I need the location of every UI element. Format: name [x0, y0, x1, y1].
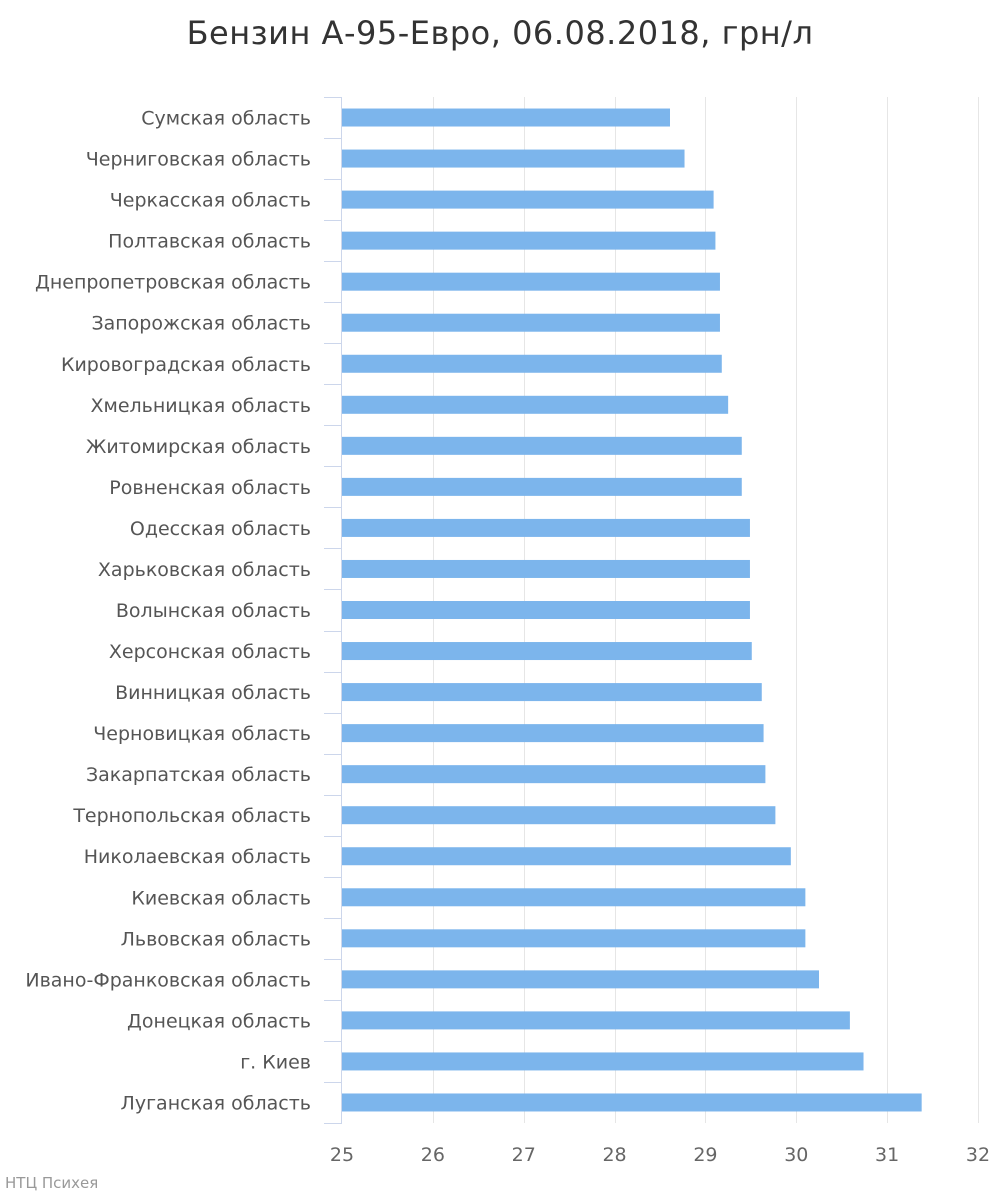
category-label-9: Житомирская область — [86, 436, 311, 458]
category-label-11: Одесская область — [130, 518, 311, 540]
bar-16 — [342, 724, 764, 743]
tick-label-26: 26 — [421, 1144, 445, 1166]
bar-14 — [342, 642, 752, 661]
category-labels: Сумская область Черниговская область Черка… — [25, 108, 311, 1115]
credit-label: НТЦ Психея — [5, 1174, 99, 1192]
category-label-22: Ивано-Франковская область — [25, 969, 311, 991]
category-label-2: Черниговская область — [86, 149, 311, 171]
category-label-12: Харьковская область — [98, 559, 311, 581]
bar-3 — [342, 190, 714, 209]
category-label-3: Черкасская область — [110, 190, 311, 212]
bar-5 — [342, 272, 720, 291]
category-label-10: Ровненская область — [109, 477, 311, 499]
category-label-8: Хмельницкая область — [90, 395, 311, 417]
category-axis — [324, 97, 342, 1124]
category-label-19: Николаевская область — [84, 846, 311, 868]
bar-12 — [342, 559, 750, 578]
category-label-16: Черновицкая область — [93, 723, 311, 745]
category-label-23: Донецкая область — [127, 1010, 311, 1032]
tick-label-29: 29 — [693, 1144, 717, 1166]
bar-8 — [342, 395, 729, 414]
category-label-7: Кировоградская область — [61, 354, 311, 376]
bar-9 — [342, 436, 742, 455]
bar-19 — [342, 847, 791, 866]
category-label-20: Киевская область — [131, 887, 311, 909]
tick-label-32: 32 — [966, 1144, 990, 1166]
bar-17 — [342, 765, 766, 784]
bar-20 — [342, 888, 806, 907]
bar-25 — [342, 1093, 922, 1112]
bar-1 — [342, 108, 670, 127]
category-label-25: Луганская область — [121, 1092, 311, 1114]
bar-4 — [342, 231, 716, 250]
bar-23 — [342, 1011, 850, 1030]
tick-label-27: 27 — [512, 1144, 536, 1166]
bar-24 — [342, 1052, 864, 1071]
category-label-5: Днепропетровская область — [35, 272, 311, 294]
category-label-14: Херсонская область — [109, 641, 311, 663]
category-label-13: Волынская область — [116, 600, 311, 622]
bars — [342, 108, 922, 1112]
chart-title: Бензин А-95-Евро, 06.08.2018, грн/л — [186, 14, 814, 52]
bar-15 — [342, 683, 762, 702]
bar-21 — [342, 929, 806, 948]
category-label-17: Закарпатская область — [86, 764, 311, 786]
bar-18 — [342, 806, 776, 825]
bar-6 — [342, 313, 720, 332]
bar-7 — [342, 354, 722, 373]
bar-13 — [342, 601, 750, 619]
bar-22 — [342, 970, 819, 989]
category-label-4: Полтавская область — [108, 231, 311, 253]
category-label-1: Сумская область — [141, 108, 311, 130]
category-label-6: Запорожская область — [91, 313, 311, 335]
category-label-21: Львовская область — [121, 928, 311, 950]
tick-label-25: 25 — [330, 1144, 354, 1166]
bar-11 — [342, 518, 750, 537]
bar-2 — [342, 149, 685, 168]
tick-label-30: 30 — [784, 1144, 808, 1166]
tick-label-28: 28 — [602, 1144, 626, 1166]
bar-10 — [342, 477, 742, 496]
tick-label-31: 31 — [875, 1144, 899, 1166]
category-label-18: Тернопольская область — [72, 805, 311, 827]
value-axis-labels: 25 26 27 28 29 30 31 32 — [330, 1144, 990, 1166]
category-label-15: Винницкая область — [115, 682, 311, 704]
category-label-24: г. Киев — [240, 1051, 311, 1073]
